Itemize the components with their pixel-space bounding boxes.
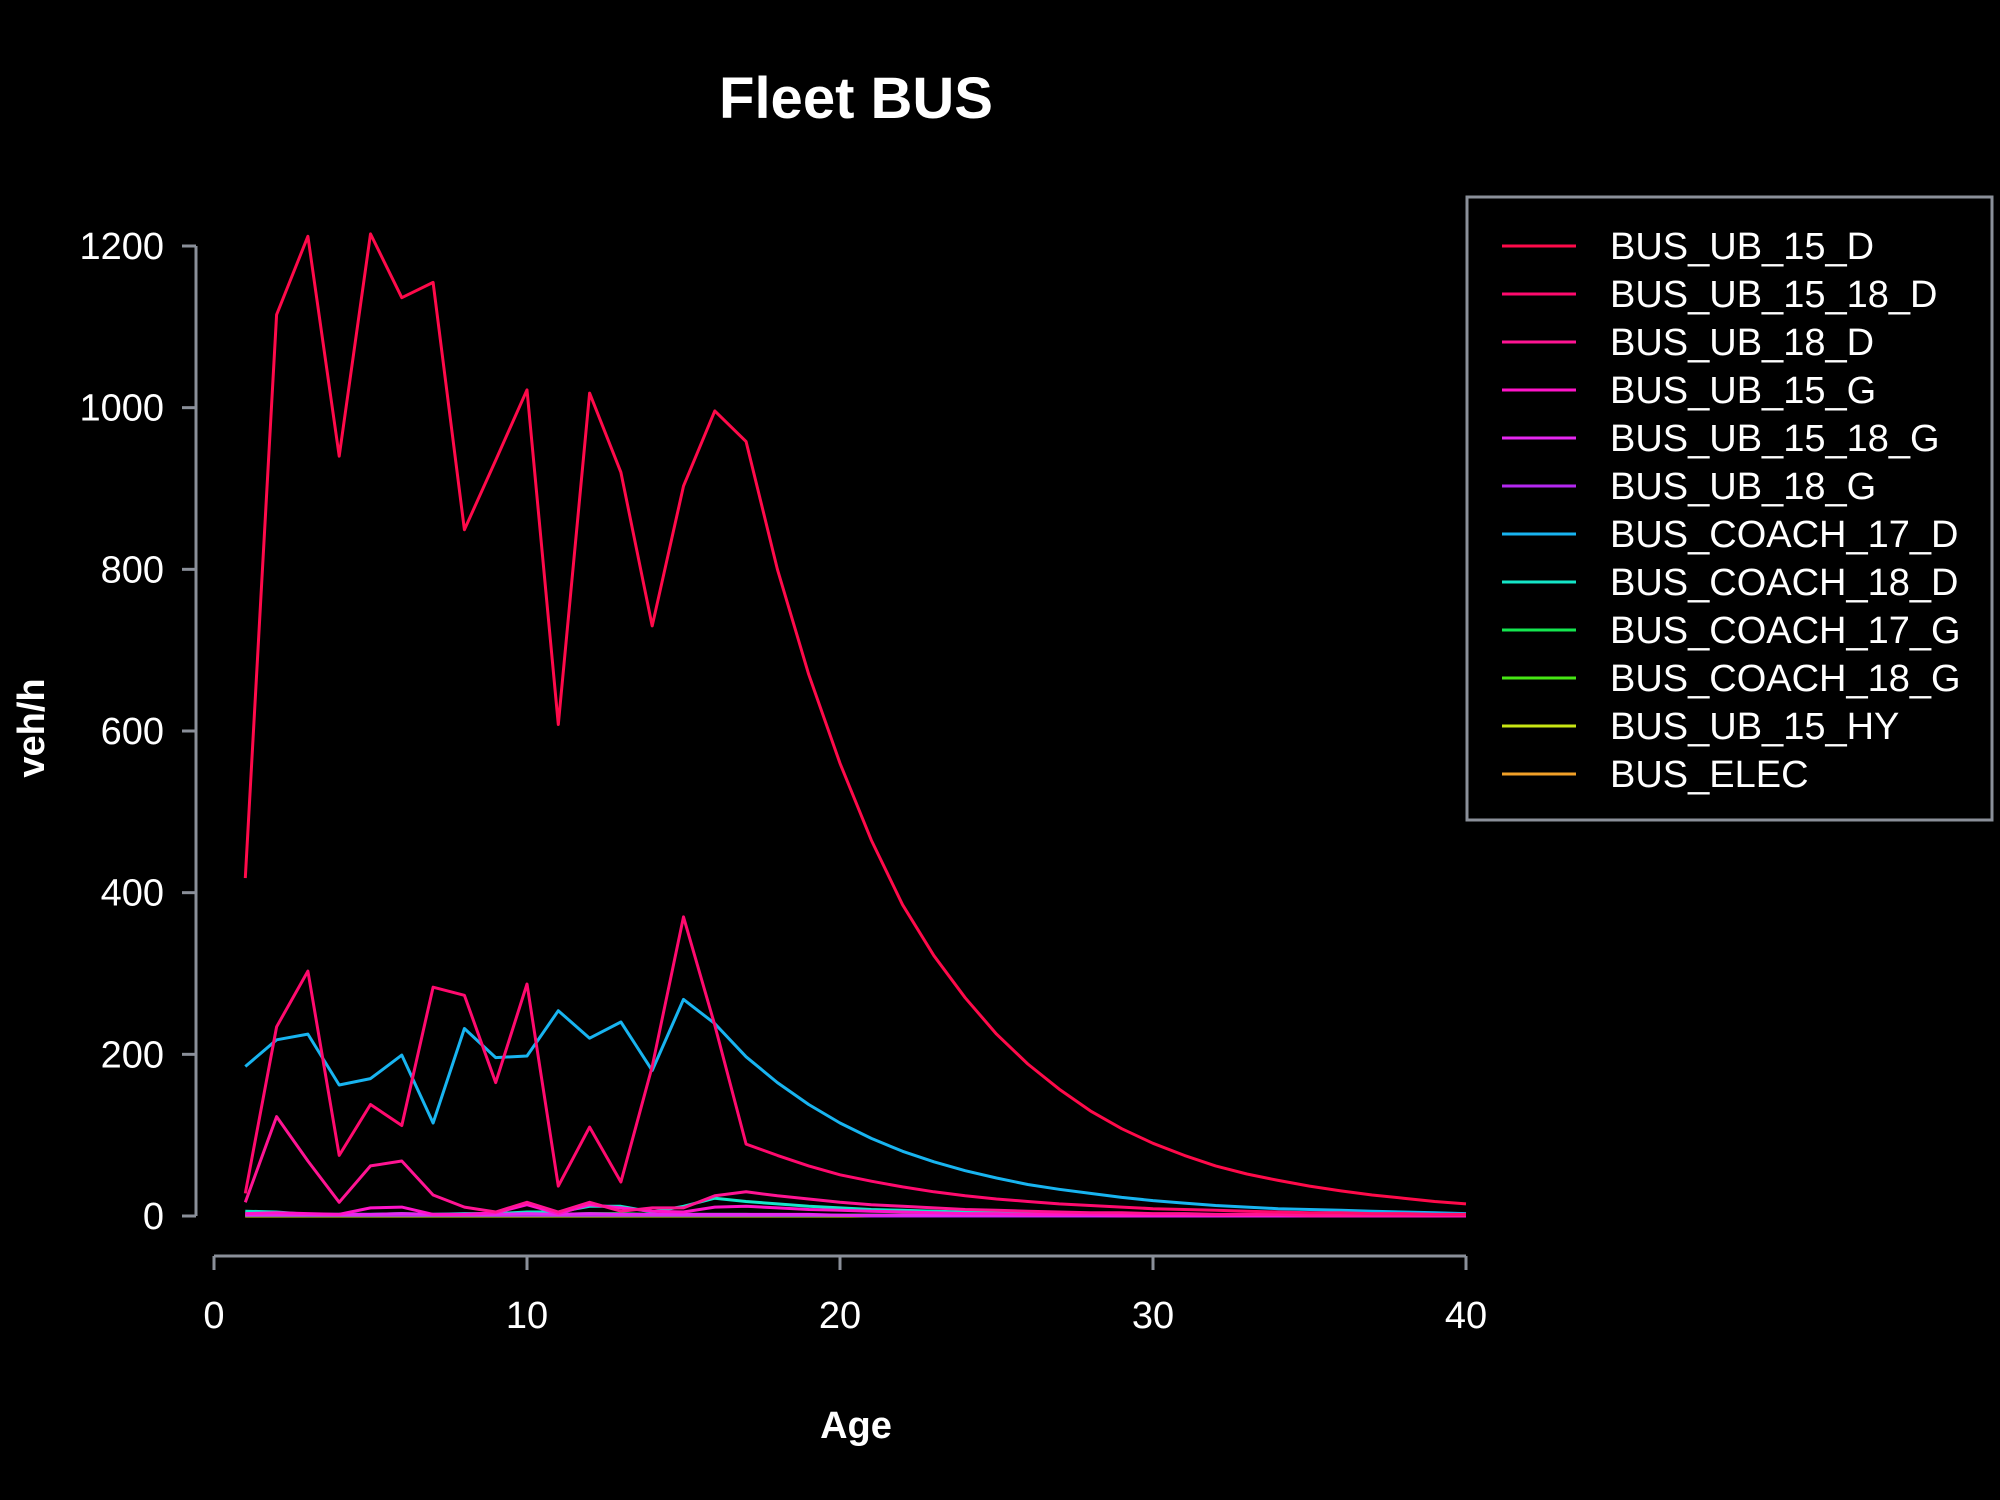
y-axis: 0 200 400 600 800 1000 1200: [79, 226, 198, 1238]
y-tick-label: 400: [101, 873, 164, 915]
y-tick-label: 1000: [79, 388, 164, 430]
y-tick-label: 600: [101, 711, 164, 753]
legend-label: BUS_UB_18_G: [1610, 466, 1876, 508]
legend-label: BUS_COACH_17_D: [1610, 514, 1958, 556]
x-tick-label: 20: [819, 1295, 861, 1337]
series-line-bus-ub-15-d: [243, 232, 1467, 1206]
x-tick-label: 30: [1132, 1295, 1174, 1337]
x-axis-title: Age: [820, 1405, 892, 1447]
series-layer: [243, 232, 1467, 1218]
y-tick-label: 800: [101, 549, 164, 591]
series-line-bus-ub-15-18-d: [243, 915, 1466, 1216]
x-tick-label: 40: [1445, 1295, 1487, 1337]
legend-label: BUS_UB_15_HY: [1610, 706, 1899, 748]
y-tick-label: 1200: [79, 226, 164, 268]
legend-label: BUS_COACH_18_G: [1610, 658, 1961, 700]
chart-title: Fleet BUS: [719, 66, 993, 131]
legend-label: BUS_UB_15_18_D: [1610, 274, 1937, 316]
legend-label: BUS_UB_18_D: [1610, 322, 1874, 364]
legend-label: BUS_COACH_17_G: [1610, 610, 1961, 652]
legend-label: BUS_COACH_18_D: [1610, 562, 1958, 604]
series-line-bus-coach-17-d: [244, 997, 1467, 1216]
x-tick-label: 10: [506, 1295, 548, 1337]
x-tick-label: 0: [203, 1295, 224, 1337]
y-axis-title: veh/h: [11, 678, 53, 777]
y-tick-label: 200: [101, 1034, 164, 1076]
legend-label: BUS_UB_15_18_G: [1610, 418, 1940, 460]
x-axis: 0 10 20 30 40: [203, 1254, 1487, 1337]
series-line-bus-ub-18-d: [243, 1115, 1466, 1217]
legend-label: BUS_UB_15_D: [1610, 226, 1874, 268]
legend: BUS_UB_15_D BUS_UB_15_18_D BUS_UB_18_D BUS_…: [1465, 195, 1994, 822]
y-tick-label: 0: [143, 1196, 164, 1238]
legend-label: BUS_UB_15_G: [1610, 370, 1876, 412]
legend-box: [1465, 195, 1994, 822]
legend-label: BUS_ELEC: [1610, 754, 1809, 796]
